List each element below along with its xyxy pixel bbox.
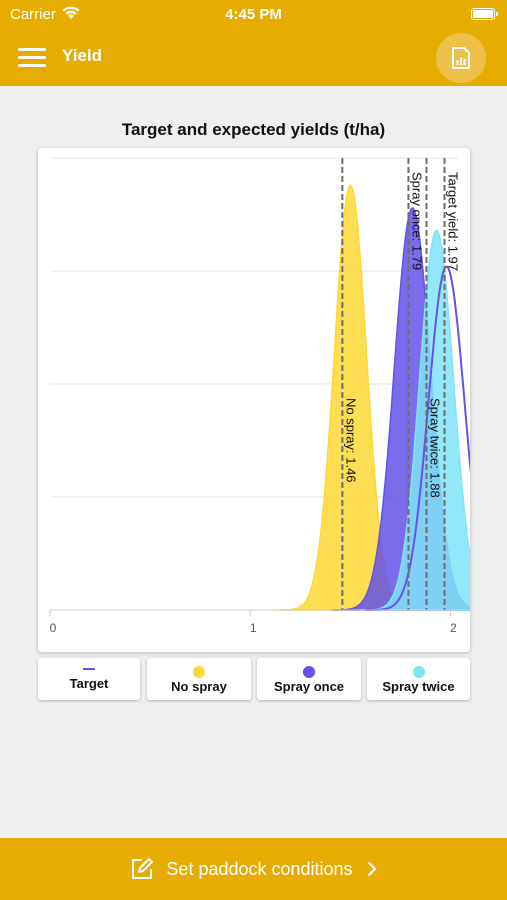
chart-legend: Target No spray Spray once Spray twice [38,658,470,700]
legend-swatch [412,666,425,678]
menu-line [18,56,46,59]
carrier-label: Carrier [10,6,56,23]
report-chart-icon [452,47,470,69]
nav-bar: Yield [0,30,507,86]
status-time: 4:45 PM [225,6,282,23]
legend-swatch [303,666,315,678]
marker-label-no-spray: No spray: 1.46 [343,398,358,483]
legend-item-spray-once[interactable]: Spray once [257,658,361,700]
legend-swatch [193,666,205,678]
legend-label: Target [69,676,109,691]
menu-line [18,64,46,67]
report-button[interactable] [436,33,486,83]
wifi-icon [62,6,80,19]
x-tick-label: 2 [450,621,457,635]
marker-label-target-yield: Target yield: 1.97 [445,172,460,271]
yield-chart: No spray: 1.46 Spray once: 1.79 Spray twic… [49,157,470,635]
status-bar: Carrier 4:45 PM [0,0,507,30]
menu-line [18,48,46,51]
legend-label: No spray [171,679,227,694]
chevron-right-icon [367,861,376,877]
legend-item-no-spray[interactable]: No spray [147,658,251,700]
legend-label: Spray once [273,679,345,694]
x-tick-label: 0 [50,621,57,635]
chart-title: Target and expected yields (t/ha) [121,120,386,139]
bottom-action-label: Set paddock conditions [166,858,353,879]
chart-card: No spray: 1.46 Spray once: 1.79 Spray twic… [38,148,470,652]
marker-label-spray-twice: Spray twice: 1.88 [427,398,442,498]
legend-item-spray-twice[interactable]: Spray twice [367,658,470,700]
set-paddock-conditions-button[interactable]: Set paddock conditions [0,838,507,900]
legend-label: Spray twice [382,679,455,694]
legend-swatch [83,668,95,670]
battery-icon [471,8,498,20]
line-target [365,265,470,611]
hamburger-icon[interactable] [18,45,46,69]
marker-label-spray-once: Spray once: 1.79 [409,172,424,270]
legend-item-target[interactable]: Target [38,658,140,700]
edit-icon [132,858,154,879]
page-title: Yield [62,46,102,65]
x-tick-label: 1 [250,621,257,635]
